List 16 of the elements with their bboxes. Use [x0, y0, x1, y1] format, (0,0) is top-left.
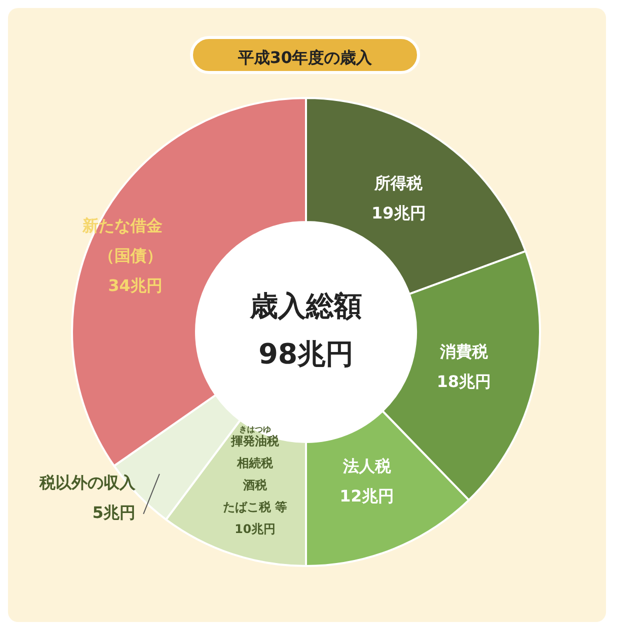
slice-label: 税以外の収入 [38, 473, 136, 492]
chart-title: 平成30年度の歳入 [190, 36, 420, 74]
slice-label: 新たな借金（国債） [81, 216, 162, 266]
slice-label: 消費税 [438, 342, 489, 362]
data-label: 34兆円 [108, 276, 162, 296]
slice-label: 法人税 [342, 456, 392, 476]
data-label: 10兆円 [234, 522, 276, 536]
slice-label: 所得税 [374, 173, 424, 192]
text: 98兆円 [258, 337, 354, 370]
data-label: 12兆円 [340, 486, 394, 506]
text: 歳入総額 [249, 289, 362, 322]
data-label: 5兆円 [92, 503, 136, 522]
data-label: 18兆円 [436, 372, 492, 392]
text: きはつゆ [238, 424, 271, 434]
slice-label: 揮発油税相続税酒税たばこ税 等 [222, 434, 288, 514]
data-label: 19兆円 [372, 203, 426, 222]
